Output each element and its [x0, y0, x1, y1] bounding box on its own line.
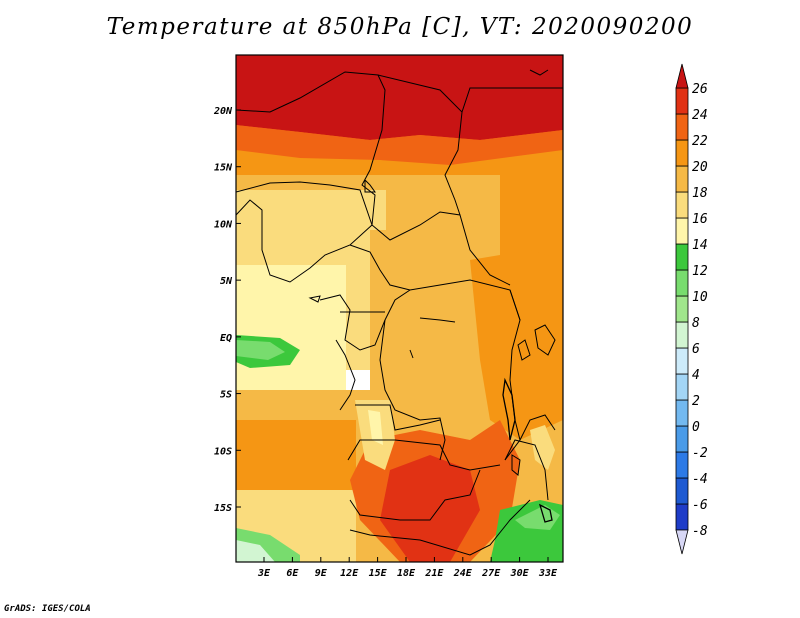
colorbar-label: 0	[692, 420, 700, 435]
colorbar-swatch	[675, 399, 689, 427]
colorbar-max-arrow	[675, 63, 689, 89]
colorbar-label: 12	[692, 264, 708, 279]
y-tick-label: 5S	[220, 390, 232, 401]
y-axis: 20N 15N 10N 5N EQ 5S 10S 15S	[213, 106, 241, 514]
colorbar-label: 22	[692, 134, 708, 149]
colorbar-label: -4	[692, 472, 708, 487]
colorbar-swatch	[675, 139, 689, 167]
x-tick-label: 24E	[453, 568, 473, 579]
colorbar-swatch	[675, 243, 689, 271]
x-tick-label: 15E	[369, 568, 388, 579]
map-frame	[235, 54, 564, 563]
x-tick-label: 6E	[286, 568, 299, 579]
x-tick-label: 21E	[424, 568, 444, 579]
x-tick-label: 18E	[397, 568, 416, 579]
y-tick-label: 5N	[220, 276, 233, 287]
colorbar-label: -2	[692, 446, 708, 461]
colorbar-swatch	[675, 373, 689, 401]
colorbar-label: 14	[692, 238, 708, 253]
colorbar-label: -8	[692, 524, 708, 539]
colorbar-label: 24	[692, 108, 708, 123]
colorbar-swatch	[675, 269, 689, 297]
y-tick-label: 20N	[213, 106, 233, 117]
country-borders	[236, 69, 563, 556]
colorbar-swatch	[675, 295, 689, 323]
colorbar-swatch	[675, 113, 689, 141]
colorbar-label: 18	[692, 186, 708, 201]
colorbar-label: 26	[692, 82, 708, 97]
colorbar-swatch	[675, 503, 689, 531]
y-tick-label: 10N	[214, 219, 233, 230]
colorbar-swatch	[675, 425, 689, 453]
x-tick-label: 27E	[481, 568, 501, 579]
colorbar-swatch	[675, 347, 689, 375]
x-axis: 3E 6E 9E 12E 15E 18E 21E 24E 27E 30E 33E	[257, 557, 558, 579]
x-tick-label: 12E	[340, 568, 359, 579]
colorbar-label: 2	[692, 394, 700, 409]
chart-title: Temperature at 850hPa [C], VT: 202009020…	[106, 14, 694, 40]
band-14-16-coast	[236, 265, 346, 395]
colorbar-label: 20	[692, 160, 708, 175]
colorbar-label: 8	[692, 316, 700, 331]
x-tick-label: 9E	[315, 568, 328, 579]
colorbar-label: 10	[692, 290, 708, 305]
colorbar-swatch	[675, 217, 689, 245]
colorbar-label: 6	[692, 342, 700, 357]
colorbar-swatch	[675, 477, 689, 505]
colorbar-min-arrow	[675, 529, 689, 555]
cool-east-highlands	[530, 425, 555, 470]
colorbar-swatch	[675, 191, 689, 219]
colorbar-swatch	[675, 165, 689, 193]
colorbar-label: 16	[692, 212, 708, 227]
hot-core-northwest	[236, 55, 330, 110]
colorbar-swatch	[675, 451, 689, 479]
y-tick-label: EQ	[220, 333, 232, 344]
x-tick-label: 30E	[510, 568, 530, 579]
colorbar-swatch	[675, 321, 689, 349]
colorbar-swatch	[675, 87, 689, 115]
temperature-field	[236, 55, 563, 562]
y-tick-label: 10S	[214, 446, 232, 457]
colorbar-label: -6	[692, 498, 708, 513]
x-tick-label: 3E	[257, 568, 271, 579]
colorbar-label: 4	[692, 368, 700, 383]
y-tick-label: 15S	[214, 503, 232, 514]
grads-credit: GrADS: IGES/COLA	[4, 604, 91, 614]
y-tick-label: 15N	[214, 163, 233, 174]
x-tick-label: 33E	[538, 568, 558, 579]
